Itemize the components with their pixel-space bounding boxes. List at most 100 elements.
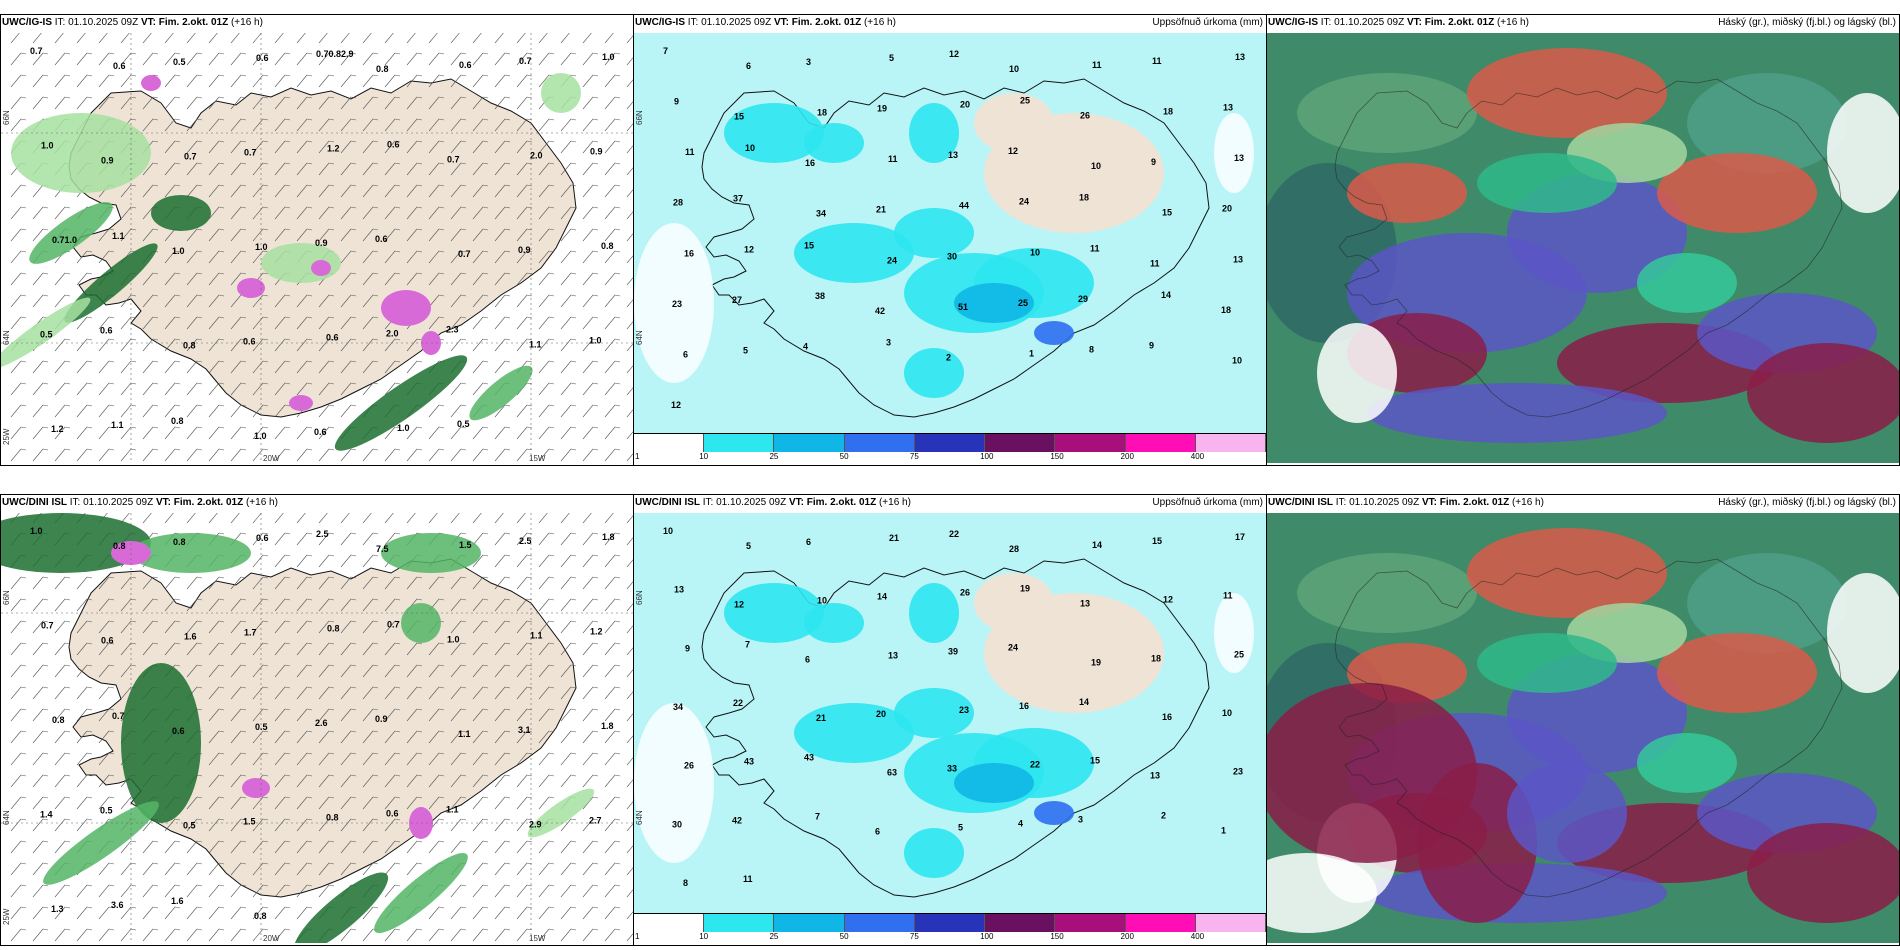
value-label: 0.5 [40,330,53,340]
wind-barb-flag [240,862,247,865]
value-label: 0.6 [386,809,399,819]
wind-barb [538,118,550,132]
wind-barb [428,513,438,524]
wind-barb [560,532,572,546]
value-label: 1 [1029,348,1034,358]
value-label: 12 [1008,146,1018,156]
value-label: 28 [673,198,683,208]
value-label: 13 [674,585,684,595]
value-label: 25 [1234,649,1244,659]
wind-barb [54,96,66,110]
wind-barb [54,74,66,88]
precip-band [1,297,91,369]
wind-barb [164,426,176,440]
wind-barb [98,426,110,440]
wind-barb [362,294,374,308]
wind-barb [604,576,616,590]
wind-barb-flag [526,796,533,799]
cloud-area [1297,553,1477,633]
latitude-label: 25W [2,428,11,445]
wind-barb [428,576,440,590]
wind-barb [604,360,616,374]
wind-barb-flag [262,576,269,579]
wind-barb [516,513,526,524]
wind-barb-flag [372,294,379,297]
wind-barb-flag [504,316,511,319]
wind-barb-flag [20,228,27,231]
wind-barb [32,33,42,44]
wind-barb-flag [328,862,335,865]
wind-barb [274,382,286,396]
wind-barb-flag [438,818,445,821]
wind-barb [164,620,176,634]
wind-barb [10,818,22,832]
wind-barb-flag [504,338,511,341]
wind-barb [406,228,418,242]
wind-barb [296,774,308,788]
valid-time: VT: Fim. 2.okt. 01Z [788,497,877,508]
wind-barb [428,928,440,942]
wind-barb-flag [196,118,203,121]
wind-barb [120,598,132,612]
colorbar-tick-label: 10 [699,452,709,461]
wind-barb-flag [152,620,159,623]
wind-barb [252,33,262,44]
wind-barb [626,255,633,264]
wind-barb [604,730,616,744]
wind-barb-flag [196,686,203,689]
wind-barb [494,52,506,66]
value-label: 0.8 [254,911,267,921]
wind-barb [494,818,506,832]
wind-barb [142,338,154,352]
wind-barb-flag [152,96,159,99]
wind-barb [582,598,594,612]
wind-barb-flag [394,642,401,645]
wind-barb [208,118,220,132]
wind-barb-flag [42,598,49,601]
value-label: 18 [1151,653,1161,663]
panel-field-title: Uppsöfnuð úrkoma (mm) [1152,17,1263,28]
wind-barb-flag [548,250,555,253]
wind-barb-flag [152,840,159,843]
precip-band [401,603,441,643]
wind-barb [252,796,264,810]
wind-barb [604,448,616,462]
wind-barb [406,52,418,66]
cloud-area [1657,633,1817,713]
wind-barb [274,338,286,352]
colorbar-swatch [985,914,1056,932]
wind-barb [516,774,528,788]
lead-time: (+16 h) [228,17,263,28]
wind-barb-flag [240,140,247,143]
wind-barb [538,228,550,242]
wind-barb-flag [372,338,379,341]
wind-barb [252,316,264,330]
wind-barb-flag [372,272,379,275]
wind-barb [208,316,220,330]
wind-barb [384,532,396,546]
wind-barb-flag [196,162,203,165]
wind-barb-flag [218,250,225,253]
wind-barb [362,576,374,590]
wind-barb-flag [350,840,357,843]
wind-barb-flag [20,906,27,909]
wind-barb-flag [306,796,313,799]
wind-barb [186,118,198,132]
wind-barb-flag [306,532,313,535]
wind-barb [340,752,352,766]
wind-barb [32,818,44,832]
wind-barb-flag [504,532,511,535]
wind-barb [362,818,374,832]
wind-barb [164,576,176,590]
wind-barb [538,513,548,524]
wind-barb-flag [350,228,357,231]
wind-barb [582,708,594,722]
wind-barb [32,708,44,722]
wind-barb-flag [284,74,291,77]
wind-barb-flag [614,840,621,843]
wind-barb [54,686,66,700]
wind-barb [450,140,462,154]
wind-barb-flag [42,426,49,429]
wind-barb [318,426,330,440]
wind-barb-flag [328,642,335,645]
